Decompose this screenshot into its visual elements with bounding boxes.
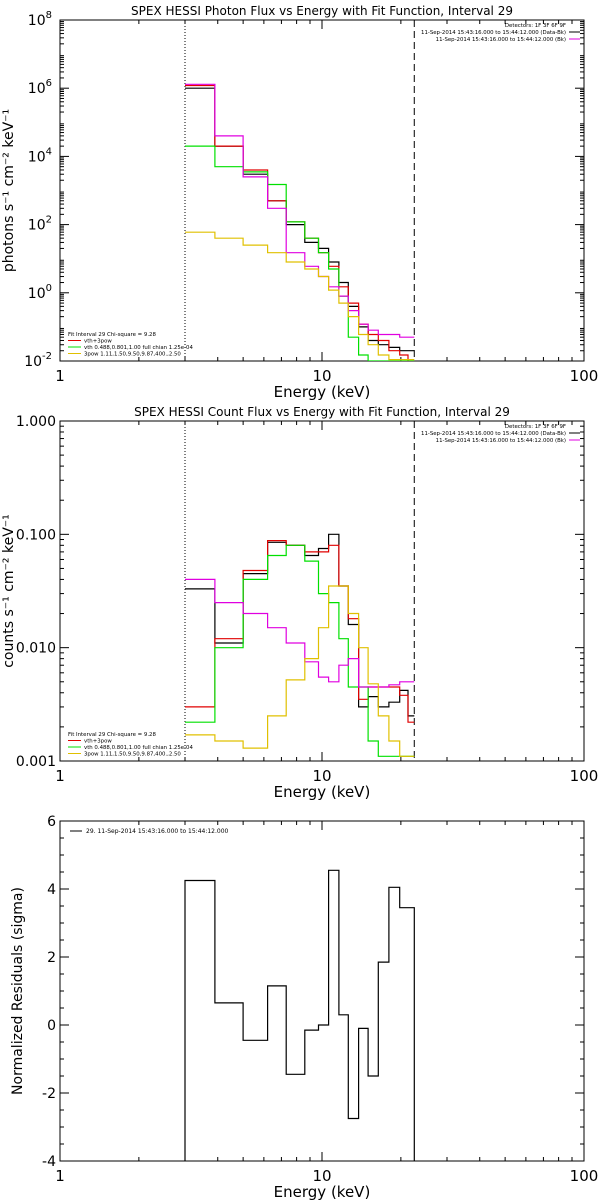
series-line-4	[185, 83, 415, 338]
y-tick-base: 10	[24, 354, 42, 370]
info-line: 11-Sep-2014 15:43:16.000 to 15:44:12.000…	[421, 431, 566, 437]
series-line-5	[185, 231, 415, 361]
y-tick-label: 0	[47, 1018, 56, 1034]
y-tick-label: 102	[28, 215, 52, 234]
x-tick-label: 10	[312, 767, 331, 785]
chart-panel-1: SPEX HESSI Photon Flux vs Energy with Fi…	[1, 4, 598, 401]
plot-frame	[59, 820, 585, 1162]
y-tick-base: 10	[28, 149, 46, 165]
fit-legend-line: 3pow 1.11,1.50,9.50,9.87,400.,2.50	[84, 352, 181, 358]
series-line-2	[185, 84, 415, 361]
info-line: 11-Sep-2014 15:43:16.000 to 15:44:12.000…	[421, 30, 566, 36]
y-tick-label: 0.001	[16, 754, 56, 770]
x-tick-label: 1	[55, 367, 65, 385]
y-tick-label: 10-2	[24, 351, 52, 370]
y-tick-label: 1.000	[16, 414, 56, 430]
x-tick-label: 1	[55, 767, 65, 785]
series-line-1	[185, 533, 415, 717]
legend-entry: 29. 11-Sep-2014 15:43:16.000 to 15:44:12…	[86, 828, 229, 835]
y-tick-label: -4	[42, 1154, 56, 1170]
fit-legend-line: vth+3pow	[84, 739, 112, 745]
y-tick-label: 104	[28, 146, 52, 165]
y-tick-base: 10	[28, 13, 46, 29]
info-line: 11-Sep-2014 15:43:16.000 to 15:44:12.000…	[436, 37, 566, 43]
series-line-1	[185, 87, 415, 352]
y-tick-label: 0.100	[16, 527, 56, 543]
x-tick-label: 100	[570, 1167, 599, 1185]
y-tick-exponent: 0	[46, 283, 52, 294]
fit-legend-line: vth+3pow	[84, 339, 112, 345]
plot-frame	[59, 420, 585, 762]
y-tick-label: 108	[28, 10, 52, 29]
fit-legend-line: Fit Interval 29 Chi-square = 9.28	[68, 732, 156, 738]
y-tick-exponent: -2	[42, 351, 52, 362]
y-axis-label: Normalized Residuals (sigma)	[10, 887, 26, 1095]
y-tick-base: 10	[28, 81, 46, 97]
x-tick-label: 100	[570, 367, 599, 385]
series-line-4	[185, 578, 415, 688]
y-axis-label: photons s⁻¹ cm⁻² keV⁻¹	[1, 109, 17, 272]
y-tick-base: 10	[28, 286, 46, 302]
y-tick-label: 106	[28, 78, 52, 97]
fit-legend-line: vth 0.488,0.801,1.00 full chian 1.25e-04	[84, 345, 193, 351]
chart-title: SPEX HESSI Photon Flux vs Energy with Fi…	[131, 4, 513, 18]
series-line-1	[184, 869, 415, 1161]
plot-frame	[59, 19, 585, 362]
info-line: Detectors: 1F 3F 6F 9F	[505, 23, 566, 29]
info-line: Detectors: 1F 3F 6F 9F	[505, 424, 566, 430]
y-tick-label: -2	[42, 1086, 56, 1102]
chart-panel-2: SPEX HESSI Count Flux vs Energy with Fit…	[1, 405, 598, 801]
y-tick-label: 0.010	[16, 641, 56, 657]
y-tick-label: 6	[47, 814, 56, 830]
y-axis-label: counts s⁻¹ cm⁻² keV⁻¹	[1, 514, 17, 668]
x-axis-label: Energy (keV)	[274, 383, 371, 401]
x-tick-label: 10	[312, 367, 331, 385]
y-tick-label: 4	[47, 882, 56, 898]
y-tick-label: 2	[47, 950, 56, 966]
y-tick-exponent: 6	[46, 78, 52, 89]
fit-legend-line: 3pow 1.11,1.50,9.50,9.87,400.,2.50	[84, 752, 181, 758]
x-tick-label: 10	[312, 1167, 331, 1185]
x-tick-label: 100	[570, 767, 599, 785]
info-line: 11-Sep-2014 15:43:16.000 to 15:44:12.000…	[436, 438, 566, 444]
y-tick-exponent: 4	[46, 146, 52, 157]
series-line-3	[185, 544, 415, 757]
series-line-2	[185, 540, 415, 723]
fit-legend-line: vth 0.488,0.801,1.00 full chian 1.25e-04	[84, 745, 193, 751]
y-tick-exponent: 8	[46, 10, 52, 21]
y-tick-exponent: 2	[46, 215, 52, 226]
x-axis-label: Energy (keV)	[274, 1183, 371, 1200]
x-tick-label: 1	[55, 1167, 65, 1185]
series-line-3	[185, 145, 415, 361]
fit-legend-line: Fit Interval 29 Chi-square = 9.28	[68, 332, 156, 338]
series-line-5	[185, 585, 415, 757]
x-axis-label: Energy (keV)	[274, 783, 371, 801]
chart-title: SPEX HESSI Count Flux vs Energy with Fit…	[134, 405, 510, 419]
chart-panel-3: 1 10 100 Energy (keV) -4 -2 0 2 4 6 Normalized Res…	[10, 814, 598, 1200]
y-tick-label: 100	[28, 283, 52, 302]
y-tick-base: 10	[28, 218, 46, 234]
